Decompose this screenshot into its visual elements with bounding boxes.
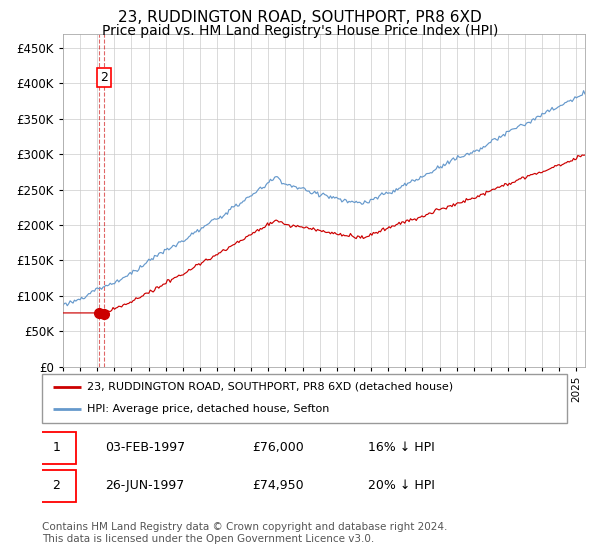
Text: Contains HM Land Registry data © Crown copyright and database right 2024.
This d: Contains HM Land Registry data © Crown c… [42, 522, 448, 544]
Text: £74,950: £74,950 [252, 479, 304, 492]
Text: 16% ↓ HPI: 16% ↓ HPI [367, 441, 434, 454]
Text: HPI: Average price, detached house, Sefton: HPI: Average price, detached house, Seft… [86, 404, 329, 414]
Text: 1: 1 [52, 441, 60, 454]
FancyBboxPatch shape [37, 470, 76, 502]
Text: 26-JUN-1997: 26-JUN-1997 [105, 479, 184, 492]
Text: 23, RUDDINGTON ROAD, SOUTHPORT, PR8 6XD (detached house): 23, RUDDINGTON ROAD, SOUTHPORT, PR8 6XD … [86, 382, 453, 392]
Text: 20% ↓ HPI: 20% ↓ HPI [367, 479, 434, 492]
FancyBboxPatch shape [42, 374, 567, 423]
FancyBboxPatch shape [37, 432, 76, 464]
Text: 2: 2 [100, 71, 108, 84]
Text: £76,000: £76,000 [252, 441, 304, 454]
Text: 23, RUDDINGTON ROAD, SOUTHPORT, PR8 6XD: 23, RUDDINGTON ROAD, SOUTHPORT, PR8 6XD [118, 10, 482, 25]
Text: Price paid vs. HM Land Registry's House Price Index (HPI): Price paid vs. HM Land Registry's House … [102, 24, 498, 38]
Text: 03-FEB-1997: 03-FEB-1997 [105, 441, 185, 454]
Text: 2: 2 [52, 479, 60, 492]
